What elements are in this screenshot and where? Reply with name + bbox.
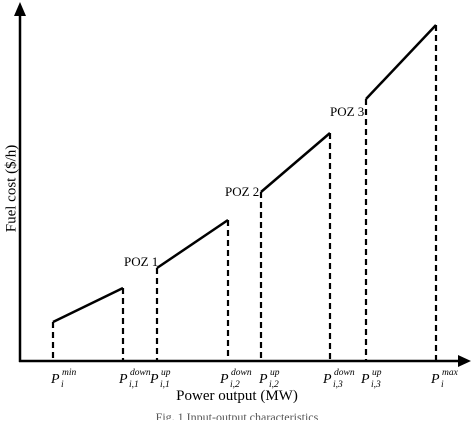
tick-sub: i — [61, 380, 64, 390]
tick-sub: i,3 — [371, 380, 381, 390]
tick-main: P — [51, 372, 60, 387]
tick-main: P — [259, 372, 268, 387]
poz-1-label: POZ 1 — [124, 254, 159, 269]
y-axis-title: Fuel cost ($/h) — [3, 144, 20, 233]
tick-main: P — [323, 372, 332, 387]
tick-sub: i,1 — [129, 380, 139, 390]
segment-4 — [365, 24, 437, 100]
tick-main: P — [431, 372, 440, 387]
tick-sup: up — [161, 368, 171, 378]
tick-sup: up — [372, 368, 382, 378]
tick-sub: i — [441, 380, 444, 390]
y-axis-arrowhead — [14, 2, 26, 16]
tick-sub: i,3 — [333, 380, 343, 390]
tick-main: P — [361, 372, 370, 387]
tick-main: P — [220, 372, 229, 387]
segment-1 — [52, 286, 124, 324]
tick-sup: down — [231, 368, 252, 378]
tick-sub: i,2 — [230, 380, 240, 390]
x-axis-arrowhead — [458, 355, 471, 367]
tick-sub: i,1 — [160, 380, 170, 390]
tick-sup: up — [270, 368, 280, 378]
figure-caption: Fig. 1 Input-output characteristics — [155, 410, 319, 420]
tick-main: P — [119, 372, 128, 387]
segment-3 — [260, 132, 331, 193]
poz-2-label: POZ 2 — [225, 184, 260, 199]
poz-3-label: POZ 3 — [330, 104, 365, 119]
tick-sup: min — [62, 368, 77, 378]
tick-sub: i,2 — [269, 380, 279, 390]
tick-sup: down — [130, 368, 151, 378]
tick-main: P — [150, 372, 159, 387]
segment-2 — [156, 218, 229, 270]
x-axis-title: Power output (MW) — [176, 388, 298, 404]
tick-sup: down — [334, 368, 355, 378]
tick-sup: max — [442, 368, 458, 378]
